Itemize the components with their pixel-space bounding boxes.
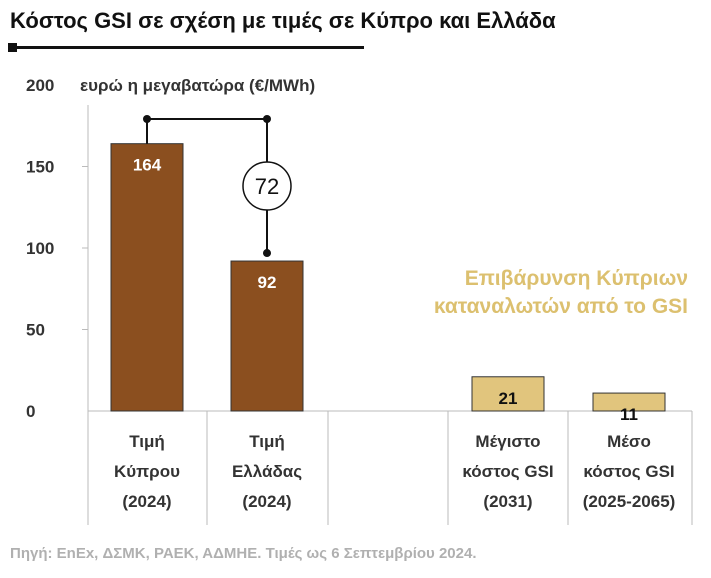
- difference-dot: [143, 115, 151, 123]
- x-tick-label: Ελλάδας: [232, 462, 302, 481]
- y-tick-label: 200: [26, 76, 54, 95]
- data-label: 92: [258, 273, 277, 292]
- source-note: Πηγή: EnEx, ΔΣΜΚ, ΡΑΕΚ, ΑΔΜΗΕ. Τιμές ως …: [10, 545, 477, 562]
- x-tick-label: (2024): [242, 492, 291, 511]
- y-tick-label: 100: [26, 239, 54, 258]
- title-underline-marker: [8, 43, 17, 52]
- annotation-text: Επιβάρυνση Κύπριων: [465, 267, 688, 290]
- x-tick-label: Κύπρου: [114, 462, 180, 481]
- y-tick-label: 0: [26, 402, 35, 421]
- x-tick-label: κόστος GSI: [583, 462, 674, 481]
- x-tick-label: (2024): [122, 492, 171, 511]
- difference-circle: [242, 161, 292, 211]
- y-axis-label: ευρώ η μεγαβατώρα (€/MWh): [80, 76, 315, 95]
- x-tick-label: Τιμή: [249, 432, 285, 451]
- x-tick-label: (2031): [483, 492, 532, 511]
- data-label: 164: [133, 156, 162, 175]
- x-tick-label: Μέγιστο: [475, 432, 540, 451]
- bar-chart: 0 50 100 150 200 ευρώ η μεγαβατώρα (€/MWh) 164…: [26, 76, 693, 525]
- bar: [592, 392, 666, 412]
- bar: [110, 143, 184, 412]
- annotation-text: καταναλωτών από το GSI: [434, 295, 688, 318]
- y-tick-label: 50: [26, 321, 45, 340]
- x-tick-label: κόστος GSI: [462, 462, 553, 481]
- x-tick-label: (2025-2065): [583, 492, 676, 511]
- bar: [230, 260, 304, 412]
- chart-title: Κόστος GSI σε σχέση με τιμές σε Κύπρο κα…: [10, 8, 556, 33]
- bar: [471, 376, 545, 412]
- x-tick-label: Τιμή: [129, 432, 165, 451]
- difference-dot: [263, 249, 271, 258]
- difference-dot: [263, 115, 271, 123]
- data-label: 11: [620, 405, 638, 424]
- title-underline: [10, 46, 364, 49]
- difference-value: 72: [255, 174, 279, 199]
- x-tick-label: Μέσο: [607, 432, 651, 451]
- data-label: 21: [499, 389, 518, 408]
- y-tick-label: 150: [26, 158, 54, 177]
